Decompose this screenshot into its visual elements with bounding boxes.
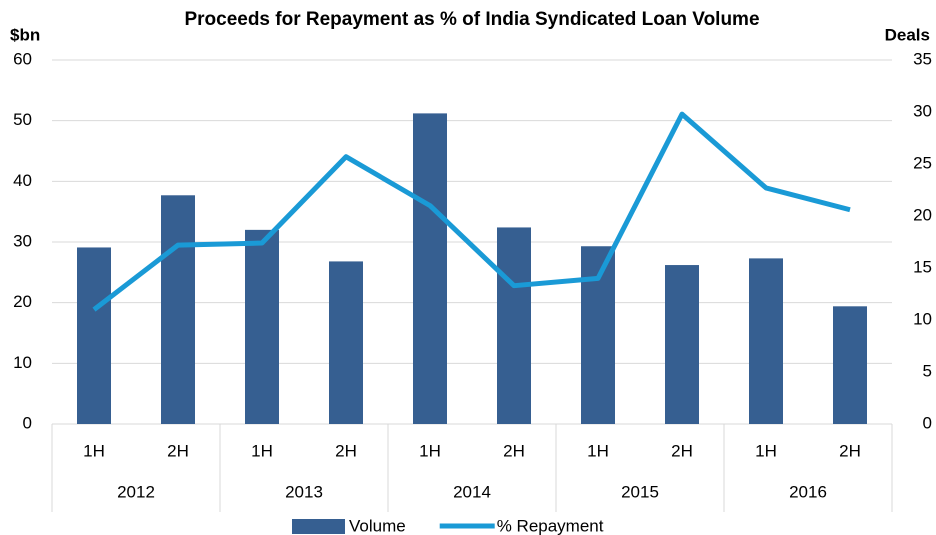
line <box>92 111 851 312</box>
bar <box>413 113 447 425</box>
x-tick-label: 2H <box>839 441 861 460</box>
bar <box>77 247 111 424</box>
bar <box>329 261 363 424</box>
y-tick-label: 10 <box>13 353 32 372</box>
x-tick-label: 1H <box>83 441 105 460</box>
x-tick-label: 2H <box>167 441 189 460</box>
x-tick-label: 1H <box>419 441 441 460</box>
y-tick-label: 40 <box>13 171 32 190</box>
x-tick-label: 2H <box>335 441 357 460</box>
x-tick-label: 1H <box>587 441 609 460</box>
y-tick-label: 20 <box>13 292 32 311</box>
x-tick-label: 1H <box>755 441 777 460</box>
bar <box>833 306 867 424</box>
legend-label: % Repayment <box>497 516 604 535</box>
bar <box>497 227 531 424</box>
bar <box>749 258 783 424</box>
x-tick-label: 1H <box>251 441 273 460</box>
y2-tick-label: 15 <box>913 257 932 276</box>
y2-tick-label: 35 <box>913 49 932 68</box>
x-tick-label: 2H <box>503 441 525 460</box>
y2-axis-label: Deals <box>885 25 930 44</box>
bar <box>245 229 279 424</box>
y-tick-label: 60 <box>13 49 32 68</box>
y-tick-label: 0 <box>23 413 32 432</box>
y2-tick-label: 0 <box>923 413 932 432</box>
y2-tick-label: 20 <box>913 205 932 224</box>
group-label: 2016 <box>789 482 827 501</box>
y2-tick-label: 25 <box>913 153 932 172</box>
group-label: 2013 <box>285 482 323 501</box>
y-tick-label: 50 <box>13 110 32 129</box>
group-label: 2015 <box>621 482 659 501</box>
y2-tick-label: 10 <box>913 309 932 328</box>
legend-swatch <box>292 519 345 534</box>
group-label: 2012 <box>117 482 155 501</box>
y2-tick-label: 30 <box>913 101 932 120</box>
y-axis-label: $bn <box>10 25 40 44</box>
y-tick-label: 30 <box>13 231 32 250</box>
bar <box>161 195 195 424</box>
chart-title: Proceeds for Repayment as % of India Syn… <box>184 9 759 30</box>
x-tick-label: 2H <box>671 441 693 460</box>
y2-tick-label: 5 <box>923 361 932 380</box>
legend-label: Volume <box>349 516 406 535</box>
group-label: 2014 <box>453 482 491 501</box>
bar <box>665 265 699 424</box>
